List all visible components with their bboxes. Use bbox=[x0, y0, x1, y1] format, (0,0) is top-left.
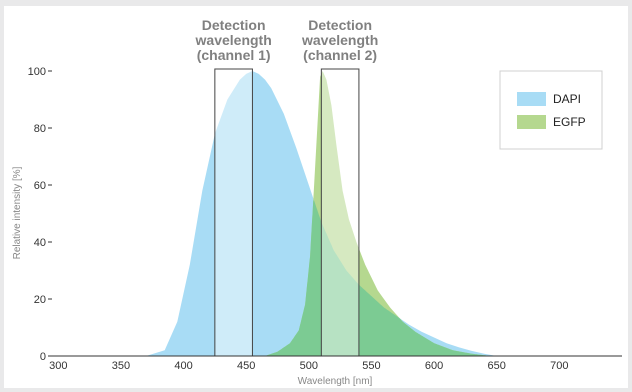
detection-band-2 bbox=[320, 68, 360, 357]
detection-band-1 bbox=[214, 68, 253, 357]
y-tick-label: 20 bbox=[34, 294, 46, 306]
legend-swatch-egfp bbox=[517, 115, 546, 129]
x-tick-label: 550 bbox=[362, 360, 380, 372]
band-1-label-line-3: (channel 1) bbox=[197, 47, 271, 63]
legend-label-dapi: DAPI bbox=[553, 92, 581, 106]
y-tick-label: 40 bbox=[34, 237, 46, 249]
legend-swatch-dapi bbox=[517, 92, 546, 106]
x-tick-label: 650 bbox=[488, 360, 506, 372]
y-tick-label: 80 bbox=[34, 123, 46, 135]
chart-panel: Detection wavelength (channel 1) Detection w… bbox=[4, 6, 628, 388]
band-2-label-line-2: wavelength bbox=[301, 32, 378, 48]
y-axis-title: Relative intensity [%] bbox=[12, 166, 23, 259]
x-tick-label: 400 bbox=[174, 360, 192, 372]
band-1-label-line-2: wavelength bbox=[195, 32, 272, 48]
legend-label-egfp: EGFP bbox=[553, 115, 586, 129]
dapi-area bbox=[146, 71, 497, 356]
y-tick-label: 0 bbox=[40, 351, 46, 363]
x-axis-title: Wavelength [nm] bbox=[298, 376, 373, 387]
x-tick-label: 350 bbox=[112, 360, 130, 372]
x-tick-label: 700 bbox=[550, 360, 568, 372]
band-1-label-line-1: Detection bbox=[202, 17, 266, 33]
legend: DAPI EGFP bbox=[499, 70, 603, 150]
x-tick-label: 300 bbox=[49, 360, 67, 372]
x-tick-label: 500 bbox=[300, 360, 318, 372]
y-tick-label: 100 bbox=[28, 66, 46, 78]
band-2-label-line-3: (channel 2) bbox=[303, 47, 377, 63]
x-tick-label: 600 bbox=[425, 360, 443, 372]
y-tick-label: 60 bbox=[34, 180, 46, 192]
x-tick-label: 450 bbox=[237, 360, 255, 372]
band-2-label-line-1: Detection bbox=[308, 17, 372, 33]
